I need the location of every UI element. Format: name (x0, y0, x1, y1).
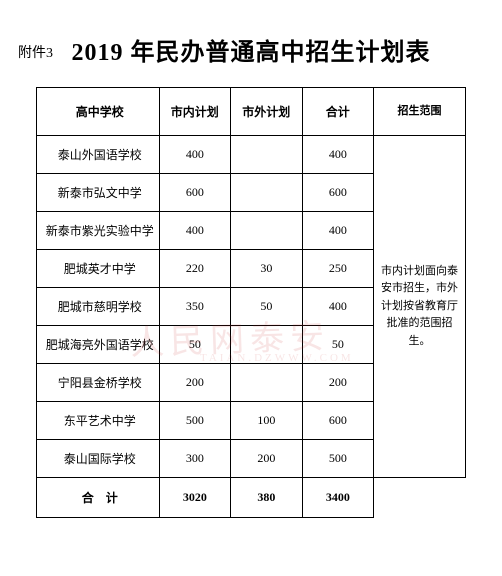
cell-internal: 50 (159, 326, 231, 364)
cell-internal: 400 (159, 136, 231, 174)
page-title: 2019 年民办普通高中招生计划表 (0, 32, 502, 67)
cell-total: 600 (302, 174, 374, 212)
cell-external: 50 (231, 288, 303, 326)
cell-external (231, 174, 303, 212)
cell-school: 宁阳县金桥学校 (37, 364, 160, 402)
cell-external (231, 364, 303, 402)
header-total: 合计 (302, 88, 374, 136)
cell-school: 泰山外国语学校 (37, 136, 160, 174)
cell-external (231, 326, 303, 364)
cell-school: 肥城英才中学 (37, 250, 160, 288)
cell-internal: 200 (159, 364, 231, 402)
enrollment-table-container: 高中学校 市内计划 市外计划 合计 招生范围 泰山外国语学校400400市内计划… (36, 87, 466, 518)
cell-total: 200 (302, 364, 374, 402)
cell-school: 泰山国际学校 (37, 440, 160, 478)
cell-total: 600 (302, 402, 374, 440)
cell-total: 50 (302, 326, 374, 364)
cell-internal: 350 (159, 288, 231, 326)
cell-internal: 220 (159, 250, 231, 288)
cell-external: 30 (231, 250, 303, 288)
header-school: 高中学校 (37, 88, 160, 136)
table-footer-row: 合 计 3020 380 3400 (37, 478, 466, 518)
cell-external (231, 136, 303, 174)
cell-external (231, 212, 303, 250)
table-body: 泰山外国语学校400400市内计划面向泰安市招生，市外计划按省教育厅批准的范围招… (37, 136, 466, 478)
table-row: 泰山外国语学校400400市内计划面向泰安市招生，市外计划按省教育厅批准的范围招… (37, 136, 466, 174)
cell-school: 肥城市慈明学校 (37, 288, 160, 326)
cell-internal: 400 (159, 212, 231, 250)
header-external: 市外计划 (231, 88, 303, 136)
cell-internal: 500 (159, 402, 231, 440)
header-scope: 招生范围 (374, 88, 466, 136)
footer-external: 380 (231, 478, 303, 518)
cell-external: 100 (231, 402, 303, 440)
header-internal: 市内计划 (159, 88, 231, 136)
cell-total: 500 (302, 440, 374, 478)
footer-total: 3400 (302, 478, 374, 518)
cell-school: 东平艺术中学 (37, 402, 160, 440)
attachment-label: 附件3 (18, 42, 53, 62)
cell-external: 200 (231, 440, 303, 478)
cell-internal: 300 (159, 440, 231, 478)
footer-internal: 3020 (159, 478, 231, 518)
cell-total: 400 (302, 288, 374, 326)
cell-school: 肥城海亮外国语学校 (37, 326, 160, 364)
cell-internal: 600 (159, 174, 231, 212)
enrollment-table: 高中学校 市内计划 市外计划 合计 招生范围 泰山外国语学校400400市内计划… (36, 87, 466, 518)
cell-school: 新泰市弘文中学 (37, 174, 160, 212)
cell-school: 新泰市紫光实验中学 (37, 212, 160, 250)
cell-total: 400 (302, 212, 374, 250)
cell-total: 400 (302, 136, 374, 174)
cell-scope: 市内计划面向泰安市招生，市外计划按省教育厅批准的范围招生。 (374, 136, 466, 478)
footer-label: 合 计 (37, 478, 160, 518)
table-header-row: 高中学校 市内计划 市外计划 合计 招生范围 (37, 88, 466, 136)
cell-total: 250 (302, 250, 374, 288)
